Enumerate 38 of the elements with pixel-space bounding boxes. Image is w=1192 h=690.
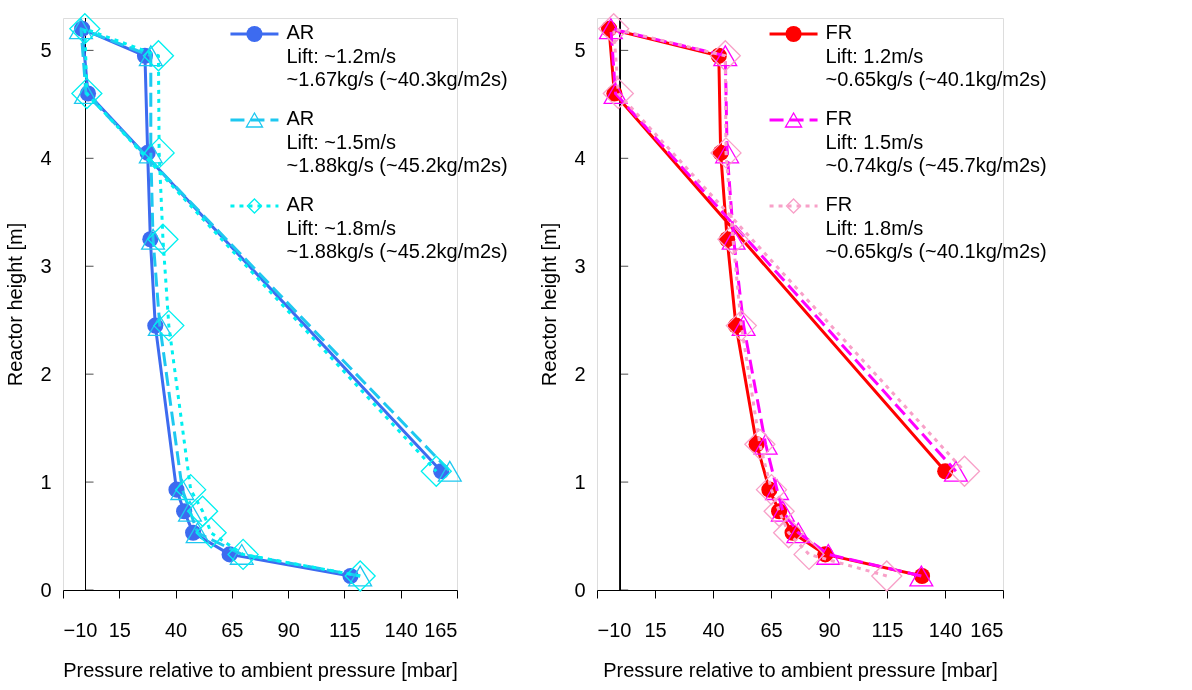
x-axis-title: Pressure relative to ambient pressure [mbar] [603, 658, 998, 681]
y-tick-label: 1 [40, 470, 52, 493]
x-tick-label: 15 [644, 618, 667, 641]
y-tick-label: 0 [40, 578, 52, 601]
x-tick-label: −10 [597, 618, 632, 641]
x-tick-label: 165 [424, 618, 458, 641]
x-tick-label: 90 [277, 618, 300, 641]
x-tick-label: −10 [63, 618, 98, 641]
x-tick-label: 90 [818, 618, 841, 641]
x-tick-label: 140 [384, 618, 418, 641]
legend-label: AR Lift: ~1.5m/s ~1.88kg/s (~45.2kg/m2s) [286, 107, 508, 176]
x-tick-label: 140 [928, 618, 963, 641]
x-tick-label: 40 [164, 618, 188, 641]
x-tick-label: 165 [970, 618, 1004, 641]
y-tick-label: 4 [574, 146, 586, 169]
x-tick-label: 65 [760, 618, 783, 641]
y-axis-title: Reactor height [m] [4, 222, 27, 387]
y-tick-label: 4 [40, 146, 52, 169]
x-tick-label: 15 [108, 618, 131, 641]
x-tick-label: 40 [702, 618, 725, 641]
legend-label: AR Lift: ~1.2m/s ~1.67kg/s (~40.3kg/m2s) [286, 21, 508, 90]
legend-label: FR Lift: 1.2m/s ~0.65kg/s (~40.1kg/m2s) [825, 21, 1047, 90]
x-axis-title: Pressure relative to ambient pressure [mbar] [63, 658, 458, 681]
y-tick-label: 5 [40, 38, 52, 61]
y-tick-label: 5 [574, 38, 586, 61]
y-tick-label: 2 [40, 362, 52, 385]
legend-label: FR Lift: 1.8m/s ~0.65kg/s (~40.1kg/m2s) [825, 193, 1047, 262]
y-tick-label: 3 [40, 254, 52, 277]
legend-label: FR Lift: 1.5m/s ~0.74kg/s (~45.7kg/m2s) [825, 107, 1047, 176]
y-tick-label: 1 [574, 470, 586, 493]
legend-label: AR Lift: ~1.8m/s ~1.88kg/s (~45.2kg/m2s) [286, 193, 508, 262]
y-axis-title: Reactor height [m] [538, 222, 561, 387]
x-tick-label: 65 [221, 618, 244, 641]
x-tick-label: 115 [328, 618, 361, 641]
y-tick-label: 3 [574, 254, 586, 277]
x-tick-label: 115 [871, 618, 904, 641]
y-tick-label: 0 [574, 578, 586, 601]
y-tick-label: 2 [574, 362, 586, 385]
